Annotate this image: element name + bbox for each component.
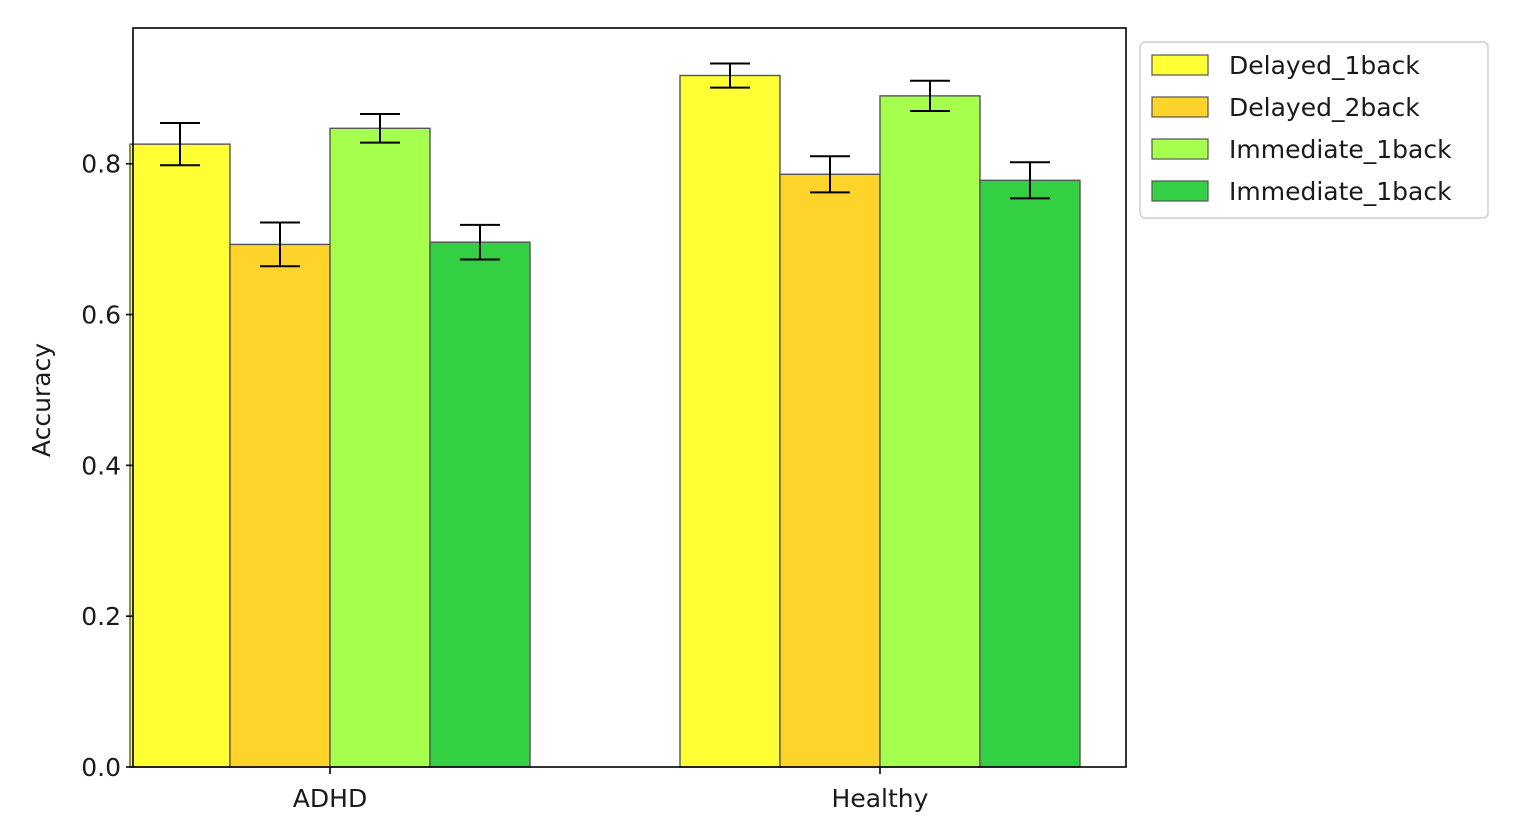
legend-label-1: Delayed_2back xyxy=(1229,93,1420,122)
error-bar-healthy-3 xyxy=(1010,161,1050,200)
error-bar-adhd-1 xyxy=(260,221,300,268)
legend-swatch-1 xyxy=(1151,96,1209,118)
legend-swatch-0 xyxy=(1151,54,1209,76)
y-tick-label: 0.6 xyxy=(81,301,121,330)
legend: Delayed_1back Delayed_2back Immediate_1bac… xyxy=(1139,41,1489,219)
bars-layer xyxy=(129,74,1081,768)
error-bar-adhd-0 xyxy=(160,122,200,167)
legend-label-3: Immediate_1back xyxy=(1229,177,1452,206)
y-tick-label: 0.8 xyxy=(81,150,121,179)
y-axis-label: Accuracy xyxy=(27,343,56,457)
y-tick-label: 0.0 xyxy=(81,753,121,782)
error-bar-healthy-1 xyxy=(810,155,850,194)
y-axis: 0.0 0.2 0.4 0.6 0.8 xyxy=(81,150,133,782)
x-tick-label-adhd: ADHD xyxy=(293,784,367,813)
error-bar-healthy-2 xyxy=(910,79,950,112)
plot-frame xyxy=(132,27,1127,768)
y-tick-label: 0.4 xyxy=(81,451,121,480)
error-bar-healthy-0 xyxy=(710,62,750,89)
bar-adhd-3 xyxy=(429,241,531,768)
bar-healthy-1 xyxy=(779,173,881,768)
error-bar-adhd-3 xyxy=(460,223,500,261)
error-bars-layer xyxy=(160,62,1050,268)
bar-adhd-2 xyxy=(329,127,431,768)
bar-adhd-0 xyxy=(129,143,231,768)
legend-label-2: Immediate_1back xyxy=(1229,135,1452,164)
x-tick-label-healthy: Healthy xyxy=(832,784,929,813)
bar-healthy-0 xyxy=(679,74,781,768)
error-bar-adhd-2 xyxy=(360,112,400,144)
bar-adhd-1 xyxy=(229,243,331,768)
legend-label-0: Delayed_1back xyxy=(1229,51,1420,80)
bar-healthy-3 xyxy=(979,179,1081,768)
y-tick-label: 0.2 xyxy=(81,602,121,631)
x-axis: ADHD Healthy xyxy=(293,767,929,813)
legend-swatch-3 xyxy=(1151,180,1209,202)
legend-swatch-2 xyxy=(1151,138,1209,160)
legend-box xyxy=(1139,41,1489,219)
bar-healthy-2 xyxy=(879,95,981,768)
